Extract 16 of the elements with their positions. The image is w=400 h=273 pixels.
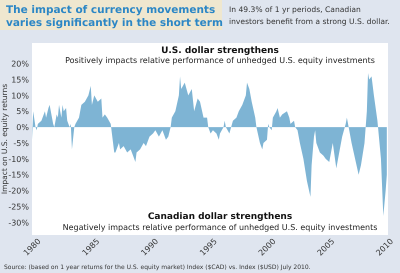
y-tick-label: -20% — [8, 186, 30, 196]
y-tick-label: 15% — [11, 75, 30, 84]
y-tick-label: -10% — [8, 154, 30, 164]
y-tick-label: -5% — [13, 138, 30, 148]
annotation: Negatively impacts relative performance of unhedged U.S. equity investments — [62, 223, 378, 232]
y-tick-label: -25% — [8, 202, 30, 212]
annotation: Canadian dollar strengthens — [148, 212, 292, 222]
y-tick-label: -15% — [8, 170, 30, 180]
y-tick-label: 5% — [16, 107, 30, 116]
annotation: U.S. dollar strengthens — [161, 46, 279, 56]
y-tick-label: 20% — [11, 60, 30, 69]
chart-title: The impact of currency movements varies significantly in the short term — [6, 4, 223, 29]
y-tick-label: 10% — [11, 91, 30, 100]
y-tick-label: 0% — [16, 123, 30, 132]
y-tick-label: -30% — [8, 218, 30, 228]
annotation: Positively impacts relative performance of unhedged U.S. equity investments — [65, 56, 375, 65]
